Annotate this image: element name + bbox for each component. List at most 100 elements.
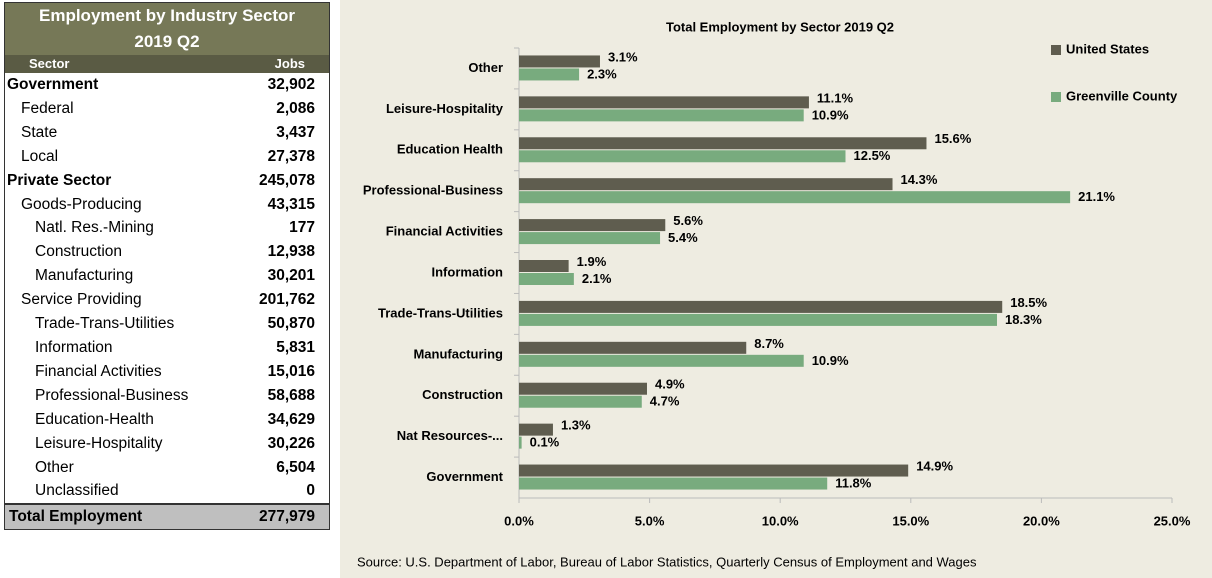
table-row: Other 6,504 <box>5 456 329 480</box>
bar <box>519 300 1003 313</box>
bar <box>519 260 569 272</box>
bar <box>519 137 927 150</box>
table-header: Sector Jobs <box>5 55 329 73</box>
sector-cell: Manufacturing <box>35 267 134 285</box>
total-value: 277,979 <box>258 508 315 526</box>
bar <box>519 423 553 436</box>
employment-table: Employment by Industry Sector 2019 Q2 Se… <box>4 2 330 531</box>
x-tick-label: 5.0% <box>635 513 665 528</box>
table-body: Government 32,902 Federal 2,086 State 3,437 Lo… <box>5 73 329 503</box>
table-row: Natl. Res.-Mining 177 <box>5 216 329 240</box>
table-row: Financial Activities 15,016 <box>5 360 329 384</box>
x-tick-label: 20.0% <box>1023 513 1060 528</box>
bar <box>519 341 747 354</box>
x-tick-label: 10.0% <box>762 513 799 528</box>
sector-cell: Construction <box>35 243 123 261</box>
table-subtitle: 2019 Q2 <box>5 29 329 55</box>
bar <box>519 109 804 122</box>
legend-swatch <box>1051 45 1061 55</box>
jobs-cell: 58,688 <box>267 386 315 404</box>
sector-cell: Information <box>35 338 113 356</box>
sector-cell: Natl. Res.-Mining <box>35 219 154 237</box>
table-row: Construction 12,938 <box>5 240 329 264</box>
y-tick-label: Government <box>426 469 503 484</box>
jobs-cell: 201,762 <box>258 291 315 309</box>
value-label: 18.3% <box>1005 312 1042 327</box>
value-label: 2.3% <box>587 66 617 81</box>
jobs-cell: 3,437 <box>276 123 315 141</box>
table-row: Education-Health 34,629 <box>5 408 329 432</box>
value-label: 2.1% <box>582 271 612 286</box>
bar <box>519 395 642 408</box>
table-row: Manufacturing 30,201 <box>5 264 329 288</box>
jobs-cell: 43,315 <box>267 195 315 213</box>
value-label: 3.1% <box>608 49 638 64</box>
chart-title: Total Employment by Sector 2019 Q2 <box>666 19 894 34</box>
value-label: 5.4% <box>668 230 698 245</box>
sector-cell: Financial Activities <box>35 362 162 380</box>
bar <box>519 382 647 395</box>
table-row: Unclassified 0 <box>5 479 329 503</box>
bar <box>519 313 997 326</box>
y-tick-label: Nat Resources-... <box>397 428 503 443</box>
sector-cell: Government <box>7 76 99 93</box>
value-label: 4.7% <box>650 394 680 409</box>
value-label: 18.5% <box>1010 295 1047 310</box>
total-row: Total Employment 277,979 <box>5 503 329 530</box>
table-row: Private Sector 245,078 <box>5 169 329 193</box>
x-tick-label: 15.0% <box>892 513 929 528</box>
table-row: Government 32,902 <box>5 73 329 97</box>
jobs-cell: 5,831 <box>276 338 315 356</box>
table-row: Trade-Trans-Utilities 50,870 <box>5 312 329 336</box>
value-label: 10.9% <box>812 107 849 122</box>
table-row: Local 27,378 <box>5 145 329 169</box>
value-label: 12.5% <box>854 148 891 163</box>
table-row: Information 5,831 <box>5 336 329 360</box>
table-row: Federal 2,086 <box>5 97 329 121</box>
bar <box>519 354 804 367</box>
bar <box>519 436 522 449</box>
sector-cell: Goods-Producing <box>21 195 142 213</box>
value-label: 1.3% <box>561 418 591 433</box>
jobs-cell: 2,086 <box>276 99 315 117</box>
header-cell: Jobs <box>274 56 305 71</box>
sector-cell: Federal <box>21 99 74 117</box>
jobs-cell: 6,504 <box>276 458 315 476</box>
bar <box>519 219 666 232</box>
value-label: 8.7% <box>754 336 784 351</box>
sector-cell: Service Providing <box>21 291 142 309</box>
jobs-cell: 30,201 <box>267 267 315 285</box>
jobs-cell: 0 <box>306 482 315 500</box>
sector-cell: State <box>21 123 58 141</box>
bar <box>519 191 1071 204</box>
legend-label: United States <box>1066 41 1149 56</box>
bar <box>519 232 661 245</box>
value-label: 1.9% <box>577 254 607 269</box>
bar <box>519 178 893 191</box>
value-label: 4.9% <box>655 377 685 392</box>
y-tick-label: Information <box>432 264 504 279</box>
jobs-cell: 50,870 <box>267 315 315 333</box>
value-label: 21.1% <box>1078 189 1115 204</box>
y-tick-label: Manufacturing <box>413 346 503 361</box>
y-tick-label: Trade-Trans-Utilities <box>378 305 503 320</box>
jobs-cell: 34,629 <box>267 410 315 428</box>
jobs-cell: 15,016 <box>267 362 315 380</box>
table-row: Professional-Business 58,688 <box>5 384 329 408</box>
chart: Total Employment by Sector 2019 Q2 Sourc… <box>340 0 1212 578</box>
table-row: State 3,437 <box>5 121 329 145</box>
y-tick-label: Education Health <box>397 142 503 157</box>
value-label: 14.9% <box>916 458 953 473</box>
bar <box>519 68 580 81</box>
y-tick-label: Other <box>468 60 503 75</box>
value-label: 0.1% <box>530 435 560 450</box>
value-label: 10.9% <box>812 353 849 368</box>
y-tick-label: Leisure-Hospitality <box>386 101 504 116</box>
jobs-cell: 27,378 <box>267 147 315 165</box>
x-tick-label: 0.0% <box>504 513 534 528</box>
sector-cell: Unclassified <box>35 482 119 500</box>
x-tick-label: 25.0% <box>1154 513 1191 528</box>
legend-swatch <box>1051 92 1061 102</box>
total-label: Total Employment <box>9 508 143 526</box>
